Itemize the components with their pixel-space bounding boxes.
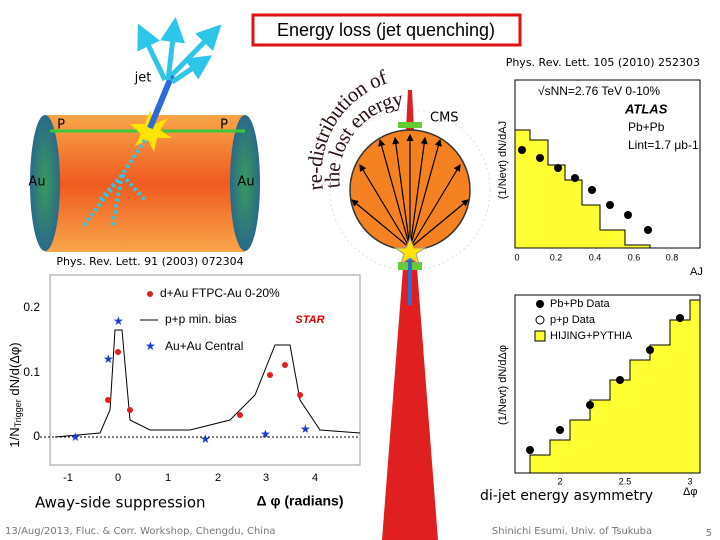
svg-text:★: ★ bbox=[70, 430, 81, 444]
atlas-plot: √sNN=2.76 TeV 0-10% ATLAS Pb+Pb Lint=1.7… bbox=[497, 79, 703, 278]
tick-label: 0 bbox=[514, 252, 519, 262]
axis-label-part: 1/N bbox=[7, 427, 22, 447]
caption: Away-side suppression bbox=[35, 494, 206, 512]
axis-label: AJ bbox=[690, 266, 703, 278]
label: jet bbox=[134, 71, 152, 86]
legend-label: HIJING+PYTHIA bbox=[550, 330, 633, 342]
svg-text:★: ★ bbox=[300, 422, 311, 436]
axis-label: (1/Nevt) dN/dAJ bbox=[497, 121, 509, 199]
svg-text:★: ★ bbox=[113, 314, 124, 328]
collision-diagram: jet P P Au Au bbox=[28, 17, 260, 252]
tick-label: 0.2 bbox=[550, 252, 563, 262]
reference: Phys. Rev. Lett. 91 (2003) 072304 bbox=[56, 255, 243, 268]
tick-label: 3 bbox=[263, 472, 269, 484]
star-plot: ★ ★ ★ ★ ★ ★ 0.2 0.1 0 -1 0 1 2 3 4 Δ φ (radia… bbox=[7, 274, 361, 509]
tick-label: 2 bbox=[215, 472, 221, 484]
tick-label: 2 bbox=[557, 476, 562, 486]
dphi-plot: Pb+Pb Data p+p Data HIJING+PYTHIA 2 2.5 … bbox=[497, 294, 701, 498]
tick-label: 0.1 bbox=[23, 365, 40, 379]
legend-label: p+p Data bbox=[550, 314, 596, 326]
plot-label: Pb+Pb bbox=[628, 120, 665, 134]
label: Au bbox=[237, 175, 254, 190]
legend-label: Au+Au Central bbox=[165, 339, 243, 353]
caption: di-jet energy asymmetry bbox=[480, 488, 653, 504]
tick-label: 2.5 bbox=[619, 476, 632, 486]
tick-label: 3 bbox=[687, 476, 692, 486]
footer: 13/Aug/2013, Fluc. & Corr. Workshop, Che… bbox=[5, 526, 276, 537]
tick-label: 0.4 bbox=[589, 252, 602, 262]
legend-label: d+Au FTPC-Au 0-20% bbox=[160, 286, 280, 300]
page-number: 5 bbox=[706, 528, 712, 539]
axis-label: Δφ bbox=[683, 486, 697, 498]
tick-label: 0 bbox=[115, 472, 121, 484]
label: Au bbox=[28, 175, 45, 190]
title-box bbox=[251, 13, 522, 47]
jet-figure: CMS bbox=[329, 90, 491, 540]
svg-text:★: ★ bbox=[145, 339, 156, 353]
tick-label: 0.2 bbox=[23, 300, 40, 314]
svg-text:★: ★ bbox=[103, 352, 114, 366]
tick-label: 0 bbox=[33, 429, 40, 443]
logo: STAR bbox=[295, 314, 324, 326]
label: P bbox=[220, 118, 228, 133]
svg-text:★: ★ bbox=[200, 432, 211, 446]
logo: ATLAS bbox=[624, 101, 668, 116]
axis-label: (1/Nevt) dN/dΔφ bbox=[497, 345, 509, 425]
tick-label: 1 bbox=[165, 472, 171, 484]
svg-text:★: ★ bbox=[260, 427, 271, 441]
tick-label: 4 bbox=[312, 472, 318, 484]
plot-label: Lint=1.7 μb-1 bbox=[628, 138, 699, 152]
axis-label-part: Trigger bbox=[13, 399, 23, 427]
axis-label: Δ φ (radians) bbox=[257, 493, 344, 509]
reference: Phys. Rev. Lett. 105 (2010) 252303 bbox=[506, 56, 700, 69]
title: Energy loss (jet quenching) bbox=[277, 20, 495, 40]
tick-label: 0.6 bbox=[628, 252, 641, 262]
label: CMS bbox=[430, 111, 459, 126]
plot-label: √sNN=2.76 TeV 0-10% bbox=[538, 84, 660, 98]
footer: Shinichi Esumi, Univ. of Tsukuba bbox=[492, 526, 652, 537]
tick-label: -1 bbox=[63, 472, 73, 484]
axis-label-part: dN/d(Δφ) bbox=[7, 342, 22, 399]
axis-label: 1/NTrigger dN/d(Δφ) bbox=[7, 342, 23, 447]
legend-label: Pb+Pb Data bbox=[550, 298, 611, 310]
legend-label: p+p min. bias bbox=[165, 312, 237, 326]
tick-label: 0.8 bbox=[666, 252, 679, 262]
label: P bbox=[57, 118, 65, 133]
